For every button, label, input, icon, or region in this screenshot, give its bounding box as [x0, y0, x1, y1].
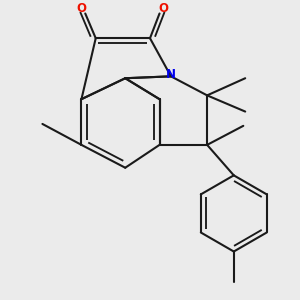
- Text: O: O: [158, 2, 168, 15]
- Text: O: O: [76, 2, 86, 15]
- Text: N: N: [166, 68, 176, 81]
